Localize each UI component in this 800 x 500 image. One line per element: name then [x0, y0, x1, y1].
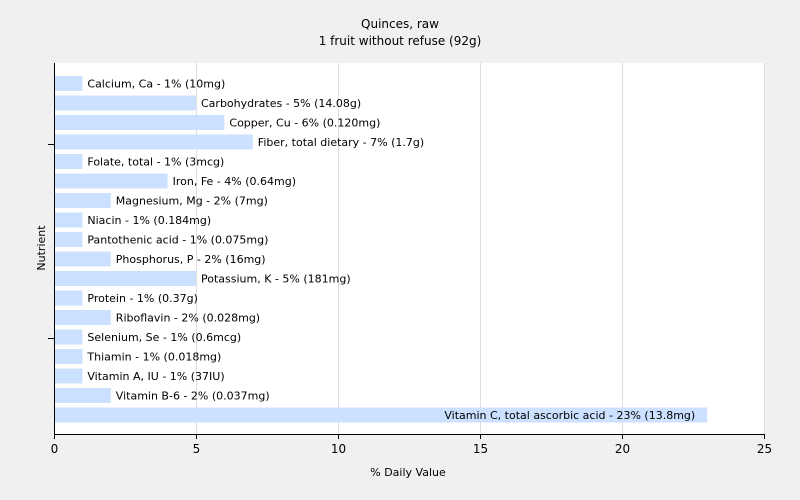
bar-label: Potassium, K - 5% (181mg)	[201, 273, 351, 286]
x-tick-label: 0	[51, 442, 59, 456]
bar	[55, 251, 111, 267]
x-tick-label: 20	[615, 442, 630, 456]
bar-label: Carbohydrates - 5% (14.08g)	[201, 97, 361, 110]
chart-title: Quinces, raw	[361, 17, 439, 31]
bar	[55, 290, 83, 306]
x-tick-label: 10	[331, 442, 346, 456]
chart-subtitle: 1 fruit without refuse (92g)	[319, 34, 482, 48]
bar-label: Copper, Cu - 6% (0.120mg)	[229, 117, 380, 130]
bar	[55, 173, 168, 189]
axes	[48, 63, 765, 435]
bar-label: Niacin - 1% (0.184mg)	[87, 214, 211, 227]
y-axis-label: Nutrient	[35, 225, 48, 271]
bar	[55, 407, 708, 423]
x-tick-label: 5	[193, 442, 201, 456]
bar-label: Folate, total - 1% (3mcg)	[87, 156, 224, 169]
bar-label: Selenium, Se - 1% (0.6mcg)	[87, 331, 241, 344]
bar	[55, 232, 83, 247]
bar	[55, 212, 83, 228]
bar	[55, 349, 83, 364]
bar-label: Fiber, total dietary - 7% (1.7g)	[258, 136, 424, 149]
bar-label: Phosphorus, P - 2% (16mg)	[116, 253, 266, 266]
bar	[55, 388, 111, 403]
bar	[55, 95, 196, 111]
bar	[55, 310, 111, 325]
bar	[55, 368, 83, 384]
bar-label: Vitamin B-6 - 2% (0.037mg)	[116, 390, 270, 403]
bar	[55, 329, 83, 345]
bar-label: Protein - 1% (0.37g)	[87, 292, 198, 305]
bar-label: Calcium, Ca - 1% (10mg)	[87, 78, 225, 91]
bar-label: Riboflavin - 2% (0.028mg)	[116, 312, 260, 325]
bar	[55, 271, 196, 286]
bar-label: Thiamin - 1% (0.018mg)	[86, 351, 221, 364]
bar	[55, 154, 83, 169]
bar-label: Vitamin C, total ascorbic acid - 23% (13…	[444, 409, 695, 422]
bar-label: Pantothenic acid - 1% (0.075mg)	[87, 234, 268, 247]
bar	[55, 134, 253, 150]
x-axis-label: % Daily Value	[370, 466, 446, 479]
bar-label: Iron, Fe - 4% (0.64mg)	[173, 175, 296, 188]
x-tick-label: 15	[473, 442, 488, 456]
bar	[55, 115, 225, 130]
bar	[55, 193, 111, 208]
x-tick-label: 25	[757, 442, 772, 456]
bar-label: Vitamin A, IU - 1% (37IU)	[87, 370, 224, 383]
bar	[55, 76, 83, 91]
x-tick-labels: 0 5 10 15 20 25	[51, 434, 772, 456]
bars: Calcium, Ca - 1% (10mg) Carbohydrates - 5…	[55, 76, 708, 423]
bar-label: Magnesium, Mg - 2% (7mg)	[116, 195, 268, 208]
